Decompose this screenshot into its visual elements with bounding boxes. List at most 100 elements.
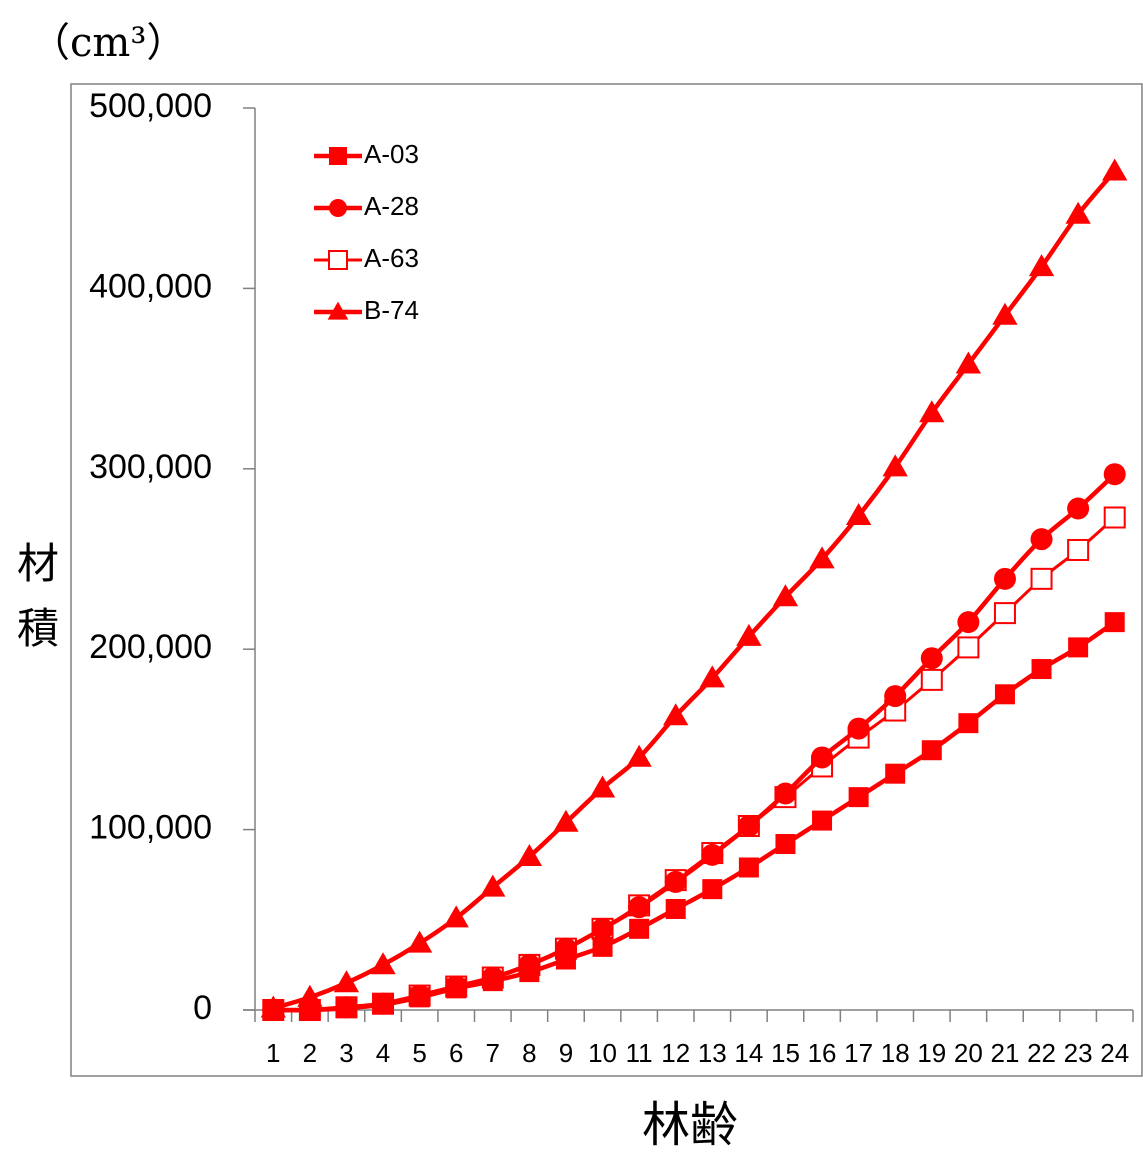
- legend-label: A-03: [364, 139, 419, 169]
- x-tick-label: 20: [954, 1038, 983, 1068]
- data-point: [845, 503, 872, 526]
- x-tick-label: 15: [771, 1038, 800, 1068]
- x-tick-label: 10: [588, 1038, 617, 1068]
- y-tick-label: 100,000: [89, 809, 212, 847]
- data-point: [738, 857, 759, 878]
- y-tick-label: 200,000: [89, 628, 212, 666]
- data-point: [553, 809, 579, 832]
- data-point: [665, 898, 686, 919]
- data-point: [663, 703, 689, 726]
- data-point: [1103, 506, 1126, 529]
- data-point: [993, 602, 1016, 625]
- x-tick-label: 14: [734, 1038, 763, 1068]
- x-tick-label: 19: [917, 1038, 946, 1068]
- data-point: [736, 623, 762, 646]
- data-point: [589, 775, 616, 798]
- data-point: [848, 787, 869, 808]
- x-tick-label: 12: [661, 1038, 690, 1068]
- data-point: [333, 970, 360, 993]
- x-tick-label: 17: [844, 1038, 873, 1068]
- data-point: [1030, 528, 1053, 551]
- data-point: [664, 870, 687, 893]
- data-point: [516, 844, 543, 867]
- legend-entry: A-03: [314, 139, 419, 169]
- data-point: [737, 814, 760, 837]
- legend-marker: [328, 250, 348, 270]
- legend-entry: B-74: [314, 295, 419, 325]
- data-point: [370, 952, 396, 975]
- data-point: [774, 782, 797, 805]
- data-point: [957, 636, 980, 659]
- x-tick-label: 4: [376, 1038, 390, 1068]
- data-point: [1030, 567, 1053, 590]
- data-point: [1067, 497, 1090, 520]
- x-tick-label: 23: [1064, 1038, 1093, 1068]
- data-point: [812, 810, 833, 831]
- data-point: [297, 984, 323, 1007]
- data-point: [919, 400, 945, 423]
- data-point: [811, 746, 834, 769]
- data-point: [1104, 612, 1125, 633]
- data-point: [336, 998, 357, 1019]
- x-tick-label: 1: [266, 1038, 280, 1068]
- data-point: [519, 962, 540, 983]
- data-point: [1103, 463, 1126, 486]
- data-point: [1067, 538, 1090, 561]
- series-A-03: [263, 612, 1125, 1020]
- y-tick-label: 500,000: [89, 87, 212, 125]
- data-point: [629, 918, 650, 939]
- unit-label: （cm³）: [30, 20, 186, 66]
- data-point: [555, 949, 576, 970]
- series-B-74: [260, 158, 1128, 1018]
- legend-marker: [327, 301, 349, 320]
- x-tick-label: 22: [1027, 1038, 1056, 1068]
- data-point: [443, 905, 469, 928]
- legend-entry: A-28: [314, 191, 419, 221]
- x-tick-label: 21: [990, 1038, 1019, 1068]
- x-tick-label: 16: [808, 1038, 837, 1068]
- data-point: [701, 843, 724, 866]
- legend: A-03 A-28 A-63 B-74: [314, 139, 419, 325]
- data-point: [1028, 254, 1055, 277]
- data-point: [884, 685, 907, 708]
- legend-marker: [329, 199, 347, 217]
- y-tick-label: 300,000: [89, 448, 212, 486]
- data-point: [373, 994, 394, 1015]
- x-tick-label: 8: [522, 1038, 536, 1068]
- data-point: [882, 454, 908, 477]
- data-point: [1102, 158, 1128, 181]
- data-point: [626, 744, 652, 767]
- data-point: [994, 684, 1015, 705]
- data-point: [260, 995, 286, 1018]
- x-tick-label: 18: [881, 1038, 910, 1068]
- data-point: [409, 987, 430, 1008]
- legend-label: A-28: [364, 191, 419, 221]
- x-tick-label: 7: [486, 1038, 500, 1068]
- data-point: [1031, 659, 1052, 680]
- x-tick-label: 3: [339, 1038, 353, 1068]
- data-point: [847, 717, 870, 740]
- series-layer: [260, 158, 1128, 1021]
- data-point: [628, 896, 651, 919]
- chart-frame: [70, 83, 1143, 1077]
- x-tick-label: 6: [449, 1038, 463, 1068]
- data-point: [480, 874, 506, 897]
- x-tick-label: 13: [698, 1038, 727, 1068]
- data-point: [993, 567, 1016, 590]
- x-tick-label: 2: [303, 1038, 317, 1068]
- x-axis-label: 林齢: [642, 1097, 738, 1153]
- data-point: [921, 740, 942, 761]
- data-point: [920, 668, 943, 691]
- legend-marker: [329, 147, 347, 165]
- data-point: [699, 665, 725, 688]
- data-point: [772, 584, 799, 607]
- data-point: [775, 834, 796, 855]
- x-tick-label: 9: [559, 1038, 573, 1068]
- legend-label: A-63: [364, 243, 419, 273]
- x-tick-label: 24: [1100, 1038, 1129, 1068]
- data-point: [482, 971, 503, 992]
- data-point: [992, 302, 1018, 325]
- data-point: [955, 351, 982, 374]
- data-point: [592, 936, 613, 957]
